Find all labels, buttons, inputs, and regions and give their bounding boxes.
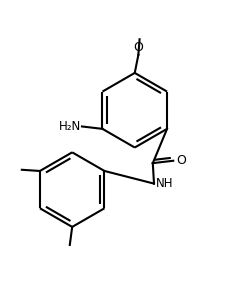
Text: H₂N: H₂N (58, 120, 81, 133)
Text: O: O (176, 154, 186, 167)
Text: O: O (134, 41, 143, 54)
Text: NH: NH (156, 177, 173, 190)
